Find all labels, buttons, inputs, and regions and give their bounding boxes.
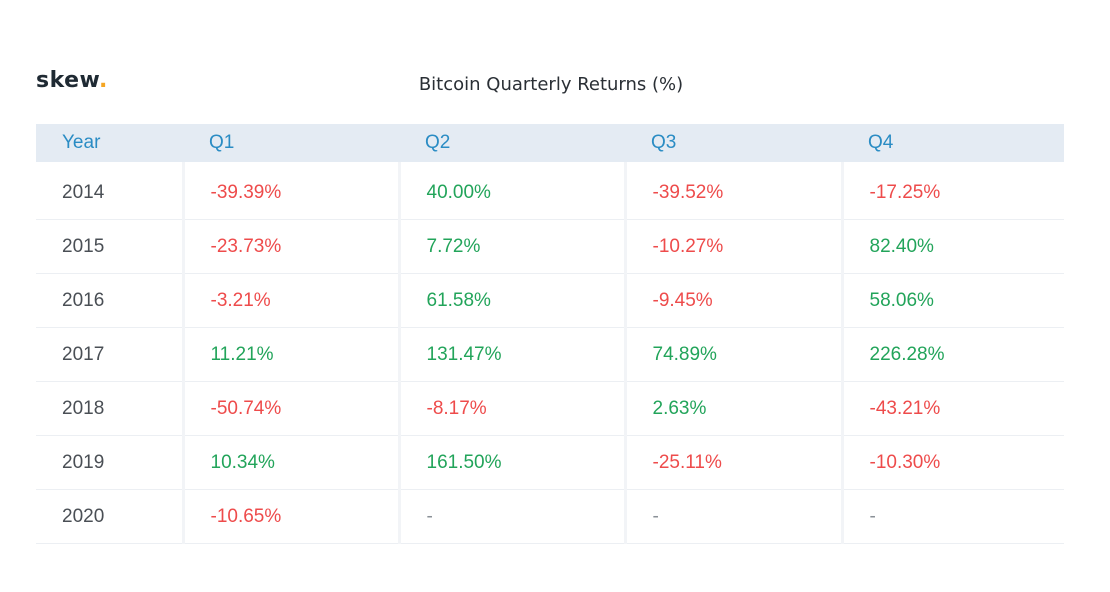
return-cell: -10.65%	[181, 489, 399, 544]
table-row: 2016 -3.21% 61.58% -9.45% 58.06%	[36, 273, 1064, 328]
return-cell: -39.52%	[623, 162, 842, 220]
return-cell: -	[623, 489, 842, 544]
return-cell: 58.06%	[840, 273, 1064, 328]
return-cell: 74.89%	[623, 327, 842, 382]
return-cell: -10.30%	[840, 435, 1064, 490]
table-row: 2018 -50.74% -8.17% 2.63% -43.21%	[36, 381, 1064, 436]
table-row: 2017 11.21% 131.47% 74.89% 226.28%	[36, 327, 1064, 382]
return-cell: -50.74%	[181, 381, 399, 436]
column-header-q2: Q2	[399, 124, 625, 162]
return-cell: 82.40%	[840, 219, 1064, 274]
table-row: 2014 -39.39% 40.00% -39.52% -17.25%	[36, 162, 1064, 220]
return-cell: -10.27%	[623, 219, 842, 274]
brand-logo: skew.	[36, 68, 108, 93]
brand-dot: .	[98, 68, 108, 93]
return-cell: -39.39%	[181, 162, 399, 220]
table-row: 2015 -23.73% 7.72% -10.27% 82.40%	[36, 219, 1064, 274]
return-cell: -	[840, 489, 1064, 544]
table-row: 2019 10.34% 161.50% -25.11% -10.30%	[36, 435, 1064, 490]
return-cell: -23.73%	[181, 219, 399, 274]
year-cell: 2020	[36, 489, 183, 544]
year-cell: 2015	[36, 219, 183, 274]
return-cell: 10.34%	[181, 435, 399, 490]
return-cell: -8.17%	[397, 381, 625, 436]
return-cell: 226.28%	[840, 327, 1064, 382]
returns-table: Year Q1 Q2 Q3 Q4 2014 -39.39% 40.00% -39…	[36, 124, 1064, 544]
returns-table-container: Year Q1 Q2 Q3 Q4 2014 -39.39% 40.00% -39…	[36, 124, 1064, 544]
return-cell: 2.63%	[623, 381, 842, 436]
return-cell: 7.72%	[397, 219, 625, 274]
year-cell: 2019	[36, 435, 183, 490]
return-cell: 40.00%	[397, 162, 625, 220]
return-cell: -43.21%	[840, 381, 1064, 436]
return-cell: 11.21%	[181, 327, 399, 382]
column-header-q1: Q1	[183, 124, 399, 162]
table-body: 2014 -39.39% 40.00% -39.52% -17.25% 2015…	[36, 162, 1064, 544]
return-cell: 61.58%	[397, 273, 625, 328]
column-header-q4: Q4	[842, 124, 1064, 162]
column-header-q3: Q3	[625, 124, 842, 162]
return-cell: 161.50%	[397, 435, 625, 490]
year-cell: 2014	[36, 162, 183, 220]
return-cell: 131.47%	[397, 327, 625, 382]
return-cell: -	[397, 489, 625, 544]
return-cell: -25.11%	[623, 435, 842, 490]
return-cell: -17.25%	[840, 162, 1064, 220]
brand-name: skew	[36, 68, 99, 93]
return-cell: -9.45%	[623, 273, 842, 328]
table-row: 2020 -10.65% - - -	[36, 489, 1064, 544]
column-header-year: Year	[36, 124, 183, 162]
return-cell: -3.21%	[181, 273, 399, 328]
table-header: Year Q1 Q2 Q3 Q4	[36, 124, 1064, 162]
page-title: Bitcoin Quarterly Returns (%)	[418, 74, 684, 95]
year-cell: 2017	[36, 327, 183, 382]
year-cell: 2016	[36, 273, 183, 328]
year-cell: 2018	[36, 381, 183, 436]
header-row: Year Q1 Q2 Q3 Q4	[36, 124, 1064, 162]
